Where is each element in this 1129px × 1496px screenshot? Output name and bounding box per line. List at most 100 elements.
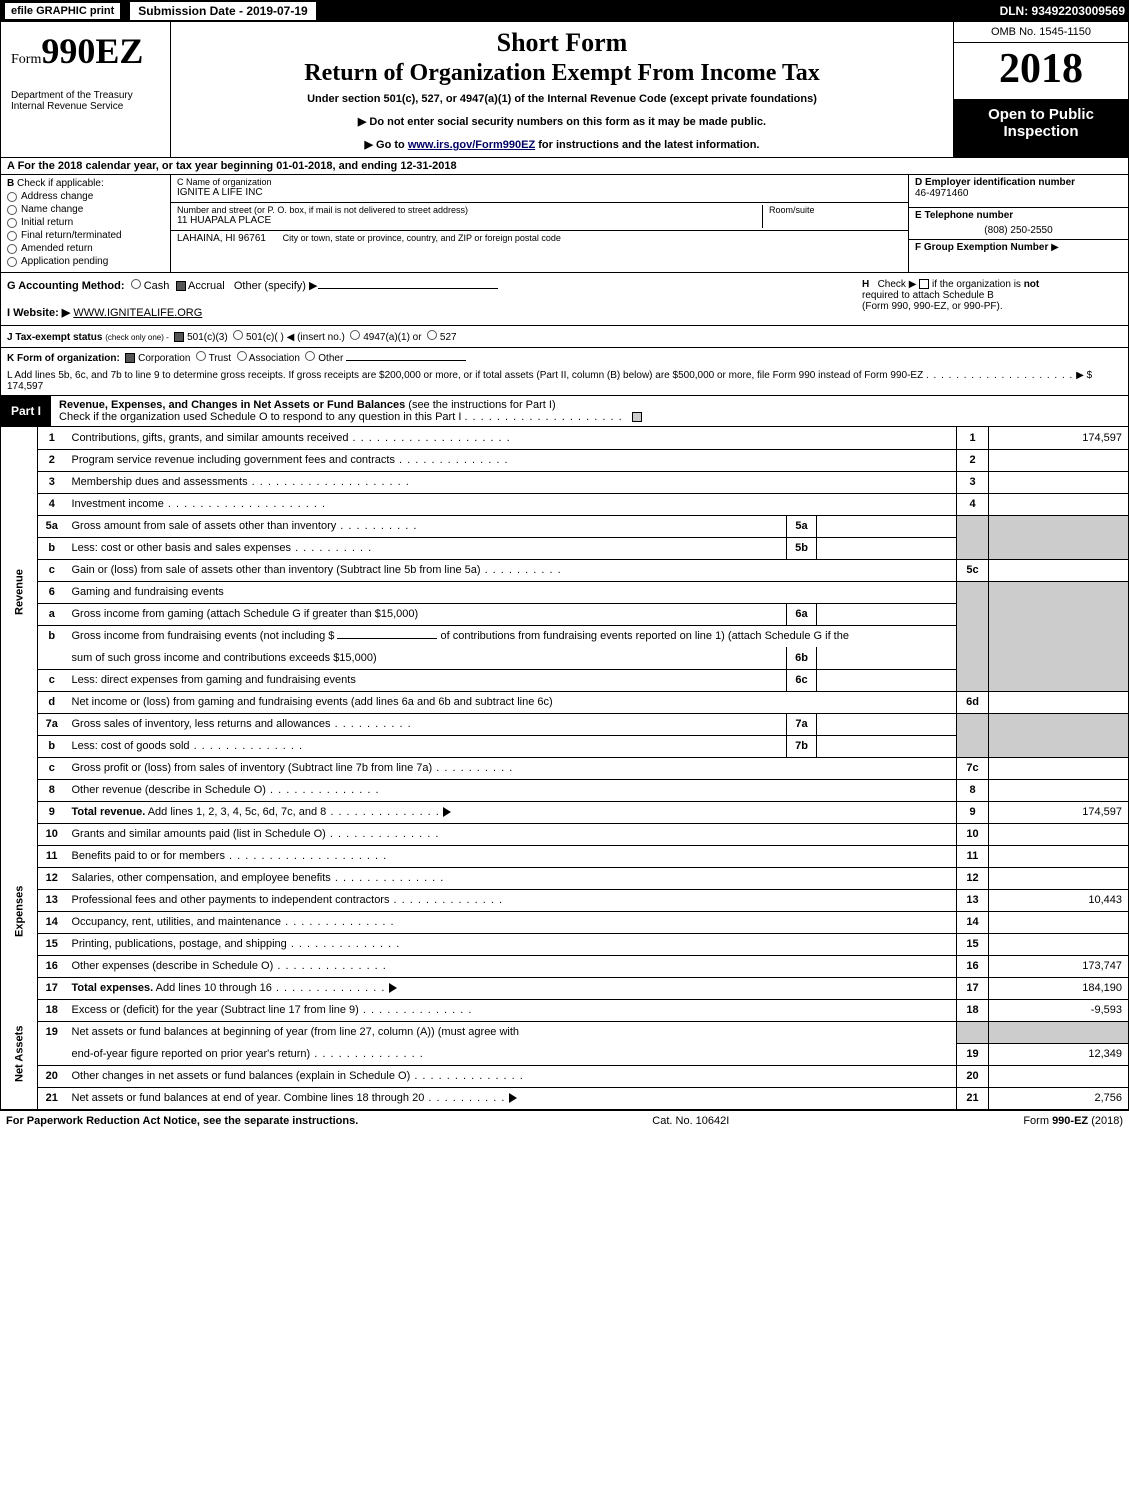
radio-icon [7, 218, 17, 228]
checkbox-icon[interactable] [632, 412, 642, 422]
omb-number: OMB No. 1545-1150 [954, 22, 1128, 43]
c-city: LAHAINA, HI 96761 City or town, state or… [171, 231, 908, 259]
line-1: Revenue 1 Contributions, gifts, grants, … [1, 427, 1129, 449]
mid-val [817, 603, 957, 625]
check-if-label: Check if applicable: [17, 178, 104, 189]
line-18: Net Assets 18 Excess or (deficit) for th… [1, 999, 1129, 1021]
accrual-label: Accrual [188, 280, 225, 292]
line-2: 2 Program service revenue including gove… [1, 449, 1129, 471]
chk-name-change[interactable]: Name change [7, 204, 164, 215]
mid-val [817, 537, 957, 559]
checkbox-icon[interactable] [919, 279, 929, 289]
part1-sub: (see the instructions for Part I) [408, 399, 555, 411]
right-val: 10,443 [989, 889, 1129, 911]
line-num: 4 [38, 493, 66, 515]
right-num: 4 [957, 493, 989, 515]
efile-print-button[interactable]: efile GRAPHIC print [4, 2, 121, 20]
part1-label: Part I [1, 401, 51, 421]
netassets-side-label: Net Assets [1, 999, 38, 1109]
b-label: B Check if applicable: [7, 178, 164, 189]
line-text: Net assets or fund balances at beginning… [66, 1021, 957, 1043]
irs-link[interactable]: www.irs.gov/Form990EZ [408, 139, 535, 151]
line-text: Gross income from gaming (attach Schedul… [66, 603, 787, 625]
line-num: 19 [38, 1021, 66, 1043]
line-num: c [38, 757, 66, 779]
checkbox-icon[interactable] [174, 332, 184, 342]
arrow-icon [443, 807, 451, 817]
line-19-2: end-of-year figure reported on prior yea… [1, 1043, 1129, 1065]
radio-icon[interactable] [350, 330, 360, 340]
j-opt4: 527 [440, 332, 457, 343]
main-table: Revenue 1 Contributions, gifts, grants, … [0, 427, 1129, 1110]
website-value[interactable]: WWW.IGNITEALIFE.ORG [73, 307, 202, 319]
grey-cell [989, 581, 1129, 691]
gh-left: G Accounting Method: Cash Accrual Other … [7, 279, 862, 319]
radio-icon [7, 192, 17, 202]
line-3: 3 Membership dues and assessments 3 [1, 471, 1129, 493]
radio-icon[interactable] [196, 351, 206, 361]
mid-num: 7b [787, 735, 817, 757]
line-text: Total expenses. Add lines 10 through 16 [66, 977, 957, 999]
grey-cell [989, 713, 1129, 757]
radio-icon[interactable] [237, 351, 247, 361]
other-label: Other (specify) ▶ [234, 280, 318, 292]
radio-icon[interactable] [233, 330, 243, 340]
line-text: Occupancy, rent, utilities, and maintena… [66, 911, 957, 933]
line-num: 21 [38, 1087, 66, 1109]
right-num: 15 [957, 933, 989, 955]
h-schedule-b: H Check ▶ if the organization is not req… [862, 279, 1122, 319]
k-other-input[interactable] [346, 360, 466, 361]
line-6: 6 Gaming and fundraising events [1, 581, 1129, 603]
arrow-icon: ▶ [1051, 242, 1059, 253]
chk-amended-return[interactable]: Amended return [7, 243, 164, 254]
line-4: 4 Investment income 4 [1, 493, 1129, 515]
line-text: Gross amount from sale of assets other t… [66, 515, 787, 537]
fundraising-input[interactable] [337, 638, 437, 639]
line-15: 15 Printing, publications, postage, and … [1, 933, 1129, 955]
right-num: 13 [957, 889, 989, 911]
right-num: 11 [957, 845, 989, 867]
under-section-text: Under section 501(c), 527, or 4947(a)(1)… [181, 93, 943, 105]
chk-address-change[interactable]: Address change [7, 191, 164, 202]
tax-year: 2018 [954, 43, 1128, 100]
j-opt1: 501(c)(3) [187, 332, 228, 343]
open-to-public: Open to Public Inspection [954, 100, 1128, 157]
line-num: 17 [38, 977, 66, 999]
arrow-icon [389, 983, 397, 993]
k-label: K Form of organization: [7, 353, 120, 364]
part1-title: Revenue, Expenses, and Changes in Net As… [51, 396, 1128, 426]
phone-value: (808) 250-2550 [915, 225, 1122, 236]
line-text: Grants and similar amounts paid (list in… [66, 823, 957, 845]
website-label: I Website: ▶ [7, 307, 70, 319]
j-opt3: 4947(a)(1) or [363, 332, 421, 343]
radio-icon[interactable] [427, 330, 437, 340]
right-val [989, 845, 1129, 867]
radio-icon[interactable] [305, 351, 315, 361]
grey-cell [957, 515, 989, 559]
other-input[interactable] [318, 288, 498, 289]
right-val [989, 691, 1129, 713]
line-7a: 7a Gross sales of inventory, less return… [1, 713, 1129, 735]
line-text: Less: cost of goods sold [66, 735, 787, 757]
chk-final-return[interactable]: Final return/terminated [7, 230, 164, 241]
right-num: 18 [957, 999, 989, 1021]
chk-initial-return[interactable]: Initial return [7, 217, 164, 228]
checkbox-icon[interactable] [125, 353, 135, 363]
chk-application-pending[interactable]: Application pending [7, 256, 164, 267]
form-prefix: Form [11, 52, 41, 67]
right-val: 174,597 [989, 427, 1129, 449]
grey-cell [989, 515, 1129, 559]
section-l: L Add lines 5b, 6c, and 7b to line 9 to … [0, 367, 1129, 396]
phone-label: E Telephone number [915, 210, 1122, 221]
i-website: I Website: ▶ WWW.IGNITEALIFE.ORG [7, 306, 862, 319]
line-num: d [38, 691, 66, 713]
line-11: 11 Benefits paid to or for members 11 [1, 845, 1129, 867]
chk-label: Address change [21, 191, 93, 202]
line-text: Excess or (deficit) for the year (Subtra… [66, 999, 957, 1021]
checkbox-icon[interactable] [176, 281, 186, 291]
radio-icon[interactable] [131, 279, 141, 289]
right-num: 5c [957, 559, 989, 581]
right-val: 12,349 [989, 1043, 1129, 1065]
line-num: 10 [38, 823, 66, 845]
open-public-1: Open to Public [988, 106, 1094, 123]
